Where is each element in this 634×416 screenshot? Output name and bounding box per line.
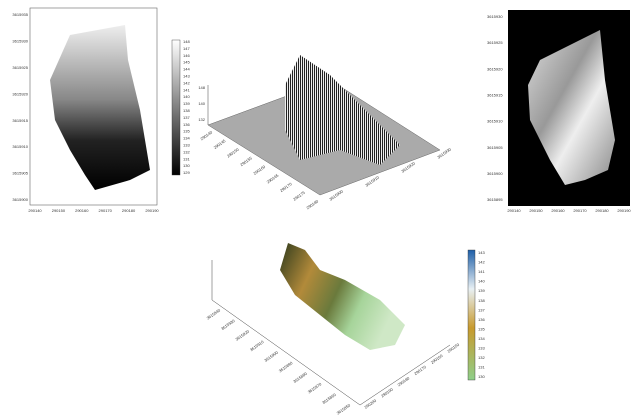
tick-label: 290145 [213,138,227,150]
tick-label: 3615915 [487,92,503,97]
tick-label: 290140 [199,129,213,141]
colorbar-label: 129 [183,170,190,175]
colorbar-label: 134 [478,336,485,341]
tick-label: 3615850 [336,402,352,415]
tick-label: 3615925 [487,40,503,45]
colorbar-label: 132 [478,355,485,360]
tick-label: 290170 [413,364,427,376]
tick-label: 290170 [573,208,587,213]
y-axis [360,345,450,405]
colorbar-label: 130 [183,163,190,168]
tick-label: 290160 [551,208,565,213]
tick-label: 3615920 [12,91,28,96]
tick-label: 290170 [279,181,293,193]
tick-label: 3615930 [487,14,503,19]
tick-label: 3615860 [321,392,337,405]
tick-label: 290160 [75,208,89,213]
colorbar-label: 135 [478,326,485,331]
tick-label: 3615890 [278,360,294,373]
tick-label: 140 [198,101,205,106]
colorbar-label: 141 [183,87,190,92]
tick-label: 290150 [226,146,240,158]
tick-label: 290150 [529,208,543,213]
tick-label: 3615900 [487,171,503,176]
colorbar-label: 137 [478,307,485,312]
tick-label: 290160 [252,164,266,176]
colorbar-label: 134 [183,136,190,141]
colorbar-label: 137 [183,115,190,120]
tick-label: 290180 [122,208,136,213]
tick-label: 3615910 [487,119,503,124]
colorbar-label: 143 [478,250,485,255]
tick-label: 290200 [363,397,377,409]
tick-label: 3615900 [12,197,28,202]
colorbar-label: 138 [478,298,485,303]
colorbar-label: 139 [478,288,485,293]
tick-label: 3615930 [220,318,236,331]
tick-label: 3615935 [12,12,28,17]
colorbar-label: 136 [478,317,485,322]
tick-label: 3615930 [12,38,28,43]
tick-label: 290190 [145,208,159,213]
colorbar-label: 142 [478,260,485,265]
tick-label: 3615940 [206,307,222,320]
colorbar-label: 135 [183,129,190,134]
tick-label: 3615900 [263,349,279,362]
tick-label: 290190 [380,386,394,398]
tick-label: 290150 [52,208,66,213]
tick-label: 3615895 [487,197,503,202]
colorbar-label: 147 [183,46,190,51]
colorbar [172,40,180,175]
tick-label: 290180 [305,198,319,210]
colorbar-label: 132 [183,149,190,154]
3d-surface [285,55,400,165]
colorbar-label: 138 [183,108,190,113]
tick-label: 290175 [292,190,306,202]
tick-label: 3615920 [234,328,250,341]
colorbar-label: 131 [478,365,485,370]
tick-label: 3615925 [12,65,28,70]
colorbar-label: 145 [183,60,190,65]
tick-label: 290160 [430,353,444,365]
colorbar-label: 144 [183,67,190,72]
tick-label: 148 [198,85,205,90]
tick-label: 3615870 [307,381,323,394]
colorbar-label: 142 [183,80,190,85]
tick-label: 290190 [617,208,631,213]
colorbar-label: 130 [478,374,485,379]
tick-label: 290180 [595,208,609,213]
figure: 3615935 3615930 3615925 3615920 3615915 36159… [0,0,634,416]
colorbar-label: 140 [183,94,190,99]
tick-label: 3615920 [487,66,503,71]
tick-label: 3615905 [12,171,28,176]
colorbar-label: 146 [183,53,190,58]
tick-label: 290140 [28,208,42,213]
colorbar-label: 131 [183,156,190,161]
tick-label: 3615915 [12,118,28,123]
colorbar-label: 133 [478,345,485,350]
tick-label: 3615910 [249,339,265,352]
tick-label: 3615910 [12,144,28,149]
tick-label: 290180 [397,375,411,387]
colorbar-label: 148 [183,39,190,44]
tick-label: 290165 [266,172,280,184]
tick-label: 290170 [99,208,113,213]
colorbar-label: 140 [478,279,485,284]
figure-canvas: 3615935 3615930 3615925 3615920 3615915 36159… [0,0,634,416]
colorbar-label: 133 [183,142,190,147]
tick-label: 132 [198,117,205,122]
tick-label: 290155 [239,155,253,167]
colorbar-label: 143 [183,74,190,79]
colorbar-label: 141 [478,269,485,274]
tick-label: 290150 [446,341,460,353]
tick-label: 3615905 [487,145,503,150]
3d-colored-surface [280,243,405,350]
colorbar-label: 139 [183,101,190,106]
tick-label: 3615930 [436,146,452,159]
colorbar [468,250,475,380]
tick-label: 290140 [507,208,521,213]
colorbar-label: 136 [183,122,190,127]
tick-label: 3615880 [292,370,308,383]
